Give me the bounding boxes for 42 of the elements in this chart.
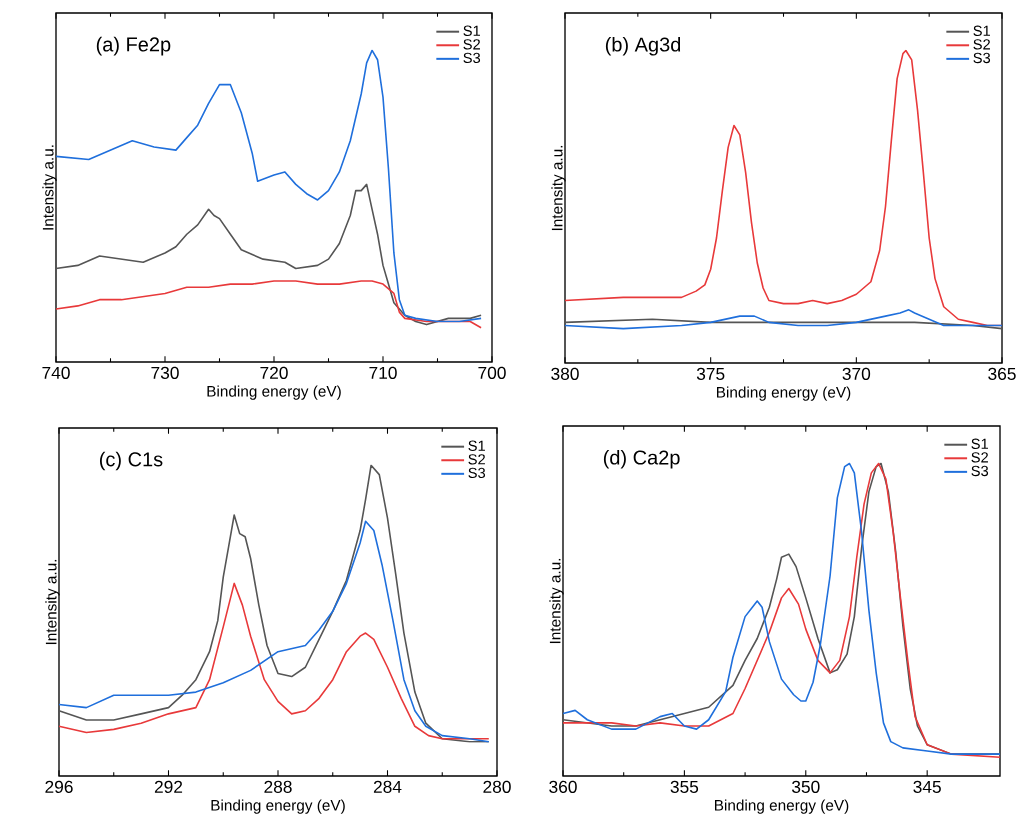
x-tick-label: 710 <box>369 366 397 379</box>
x-tick-label: 700 <box>478 366 506 379</box>
x-tick-label: 345 <box>913 780 941 793</box>
x-tick-label: 296 <box>45 780 73 793</box>
legend-label: S2 <box>971 452 988 463</box>
x-tick-label: 720 <box>260 366 288 379</box>
y-axis-title: Intensity a.u. <box>42 145 57 230</box>
x-tick-label: 284 <box>373 780 402 793</box>
y-axis-title: Intensity a.u. <box>45 559 60 645</box>
x-axis-title: Binding energy (eV) <box>717 386 851 401</box>
x-tick-label: 730 <box>151 366 179 379</box>
x-tick-label: 740 <box>42 366 70 379</box>
legend-label: S1 <box>468 440 485 451</box>
x-axis-title: Binding energy (eV) <box>715 799 849 814</box>
legend-label: S1 <box>463 25 480 36</box>
x-tick-label: 370 <box>842 367 871 380</box>
x-tick-label: 288 <box>264 780 292 793</box>
legend-label: S3 <box>971 465 989 477</box>
legend-label: S3 <box>468 467 486 479</box>
x-tick-label: 365 <box>988 367 1016 380</box>
legend-label: S2 <box>463 39 480 50</box>
legend-label: S3 <box>463 52 481 64</box>
legend-label: S2 <box>973 39 990 50</box>
chart-title: (c) C1s <box>99 451 163 471</box>
x-axis-title: Binding energy (eV) <box>211 799 345 814</box>
y-axis-title: Intensity a.u. <box>549 558 564 644</box>
chart-title: (d) Ca2p <box>603 449 680 469</box>
x-tick-label: 360 <box>549 780 577 793</box>
legend-label: S1 <box>973 25 990 36</box>
x-tick-label: 355 <box>670 780 699 793</box>
x-tick-label: 280 <box>483 780 511 793</box>
chart-title: (a) Fe2p <box>96 36 171 56</box>
x-axis-title: Binding energy (eV) <box>207 385 341 400</box>
legend-label: S2 <box>468 454 485 465</box>
x-tick-label: 380 <box>551 367 579 380</box>
x-tick-label: 375 <box>696 367 725 380</box>
legend-label: S1 <box>971 438 988 449</box>
x-tick-label: 292 <box>154 780 183 793</box>
chart-title: (b) Ag3d <box>605 36 681 56</box>
x-tick-label: 350 <box>791 780 820 793</box>
legend-label: S3 <box>973 52 991 64</box>
y-axis-title: Intensity a.u. <box>551 145 566 231</box>
